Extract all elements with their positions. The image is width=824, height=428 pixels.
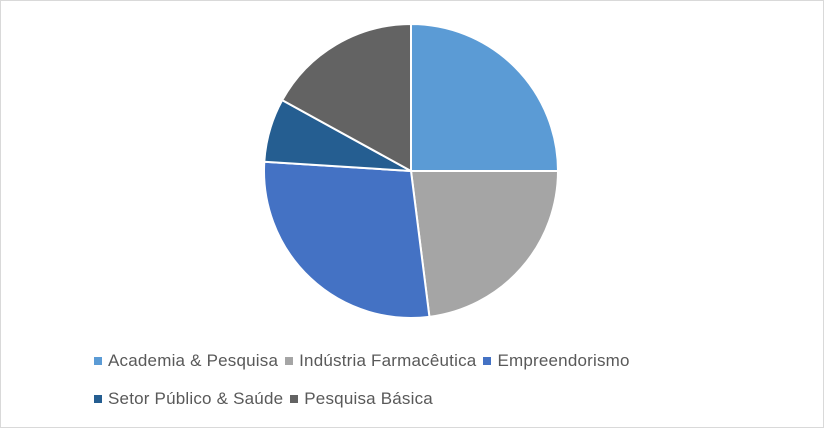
legend-swatch [483,357,492,365]
legend-label: Pesquisa Básica [304,389,433,408]
legend-label: Indústria Farmacêutica [299,351,477,370]
legend-item: Empreendorismo [483,351,629,371]
legend-swatch [285,357,294,365]
pie-slice-pesquisa-basica [281,23,412,172]
pie-slice-academia-pesquisa [410,23,559,172]
legend-swatch [94,357,102,365]
pie-slice-industria-farmaceutica [410,170,559,318]
legend-item: Academia & Pesquisa [94,351,278,371]
legend-label: Academia & Pesquisa [108,351,279,370]
pie-slice-empreendorismo [263,160,431,319]
legend-item: Pesquisa Básica [290,389,433,409]
pie-slices [263,23,559,319]
legend-item: Setor Público & Saúde [94,389,283,409]
legend-label: Setor Público & Saúde [108,389,284,408]
legend-swatch [290,395,299,403]
legend-row-1: Academia & Pesquisa Indústria Farmacêutic… [94,350,637,372]
legend-row-2: Setor Público & Saúde Pesquisa Básica [94,388,440,410]
legend-swatch [94,395,102,403]
legend-label: Empreendorismo [497,351,630,370]
legend-item: Indústria Farmacêutica [285,351,476,371]
